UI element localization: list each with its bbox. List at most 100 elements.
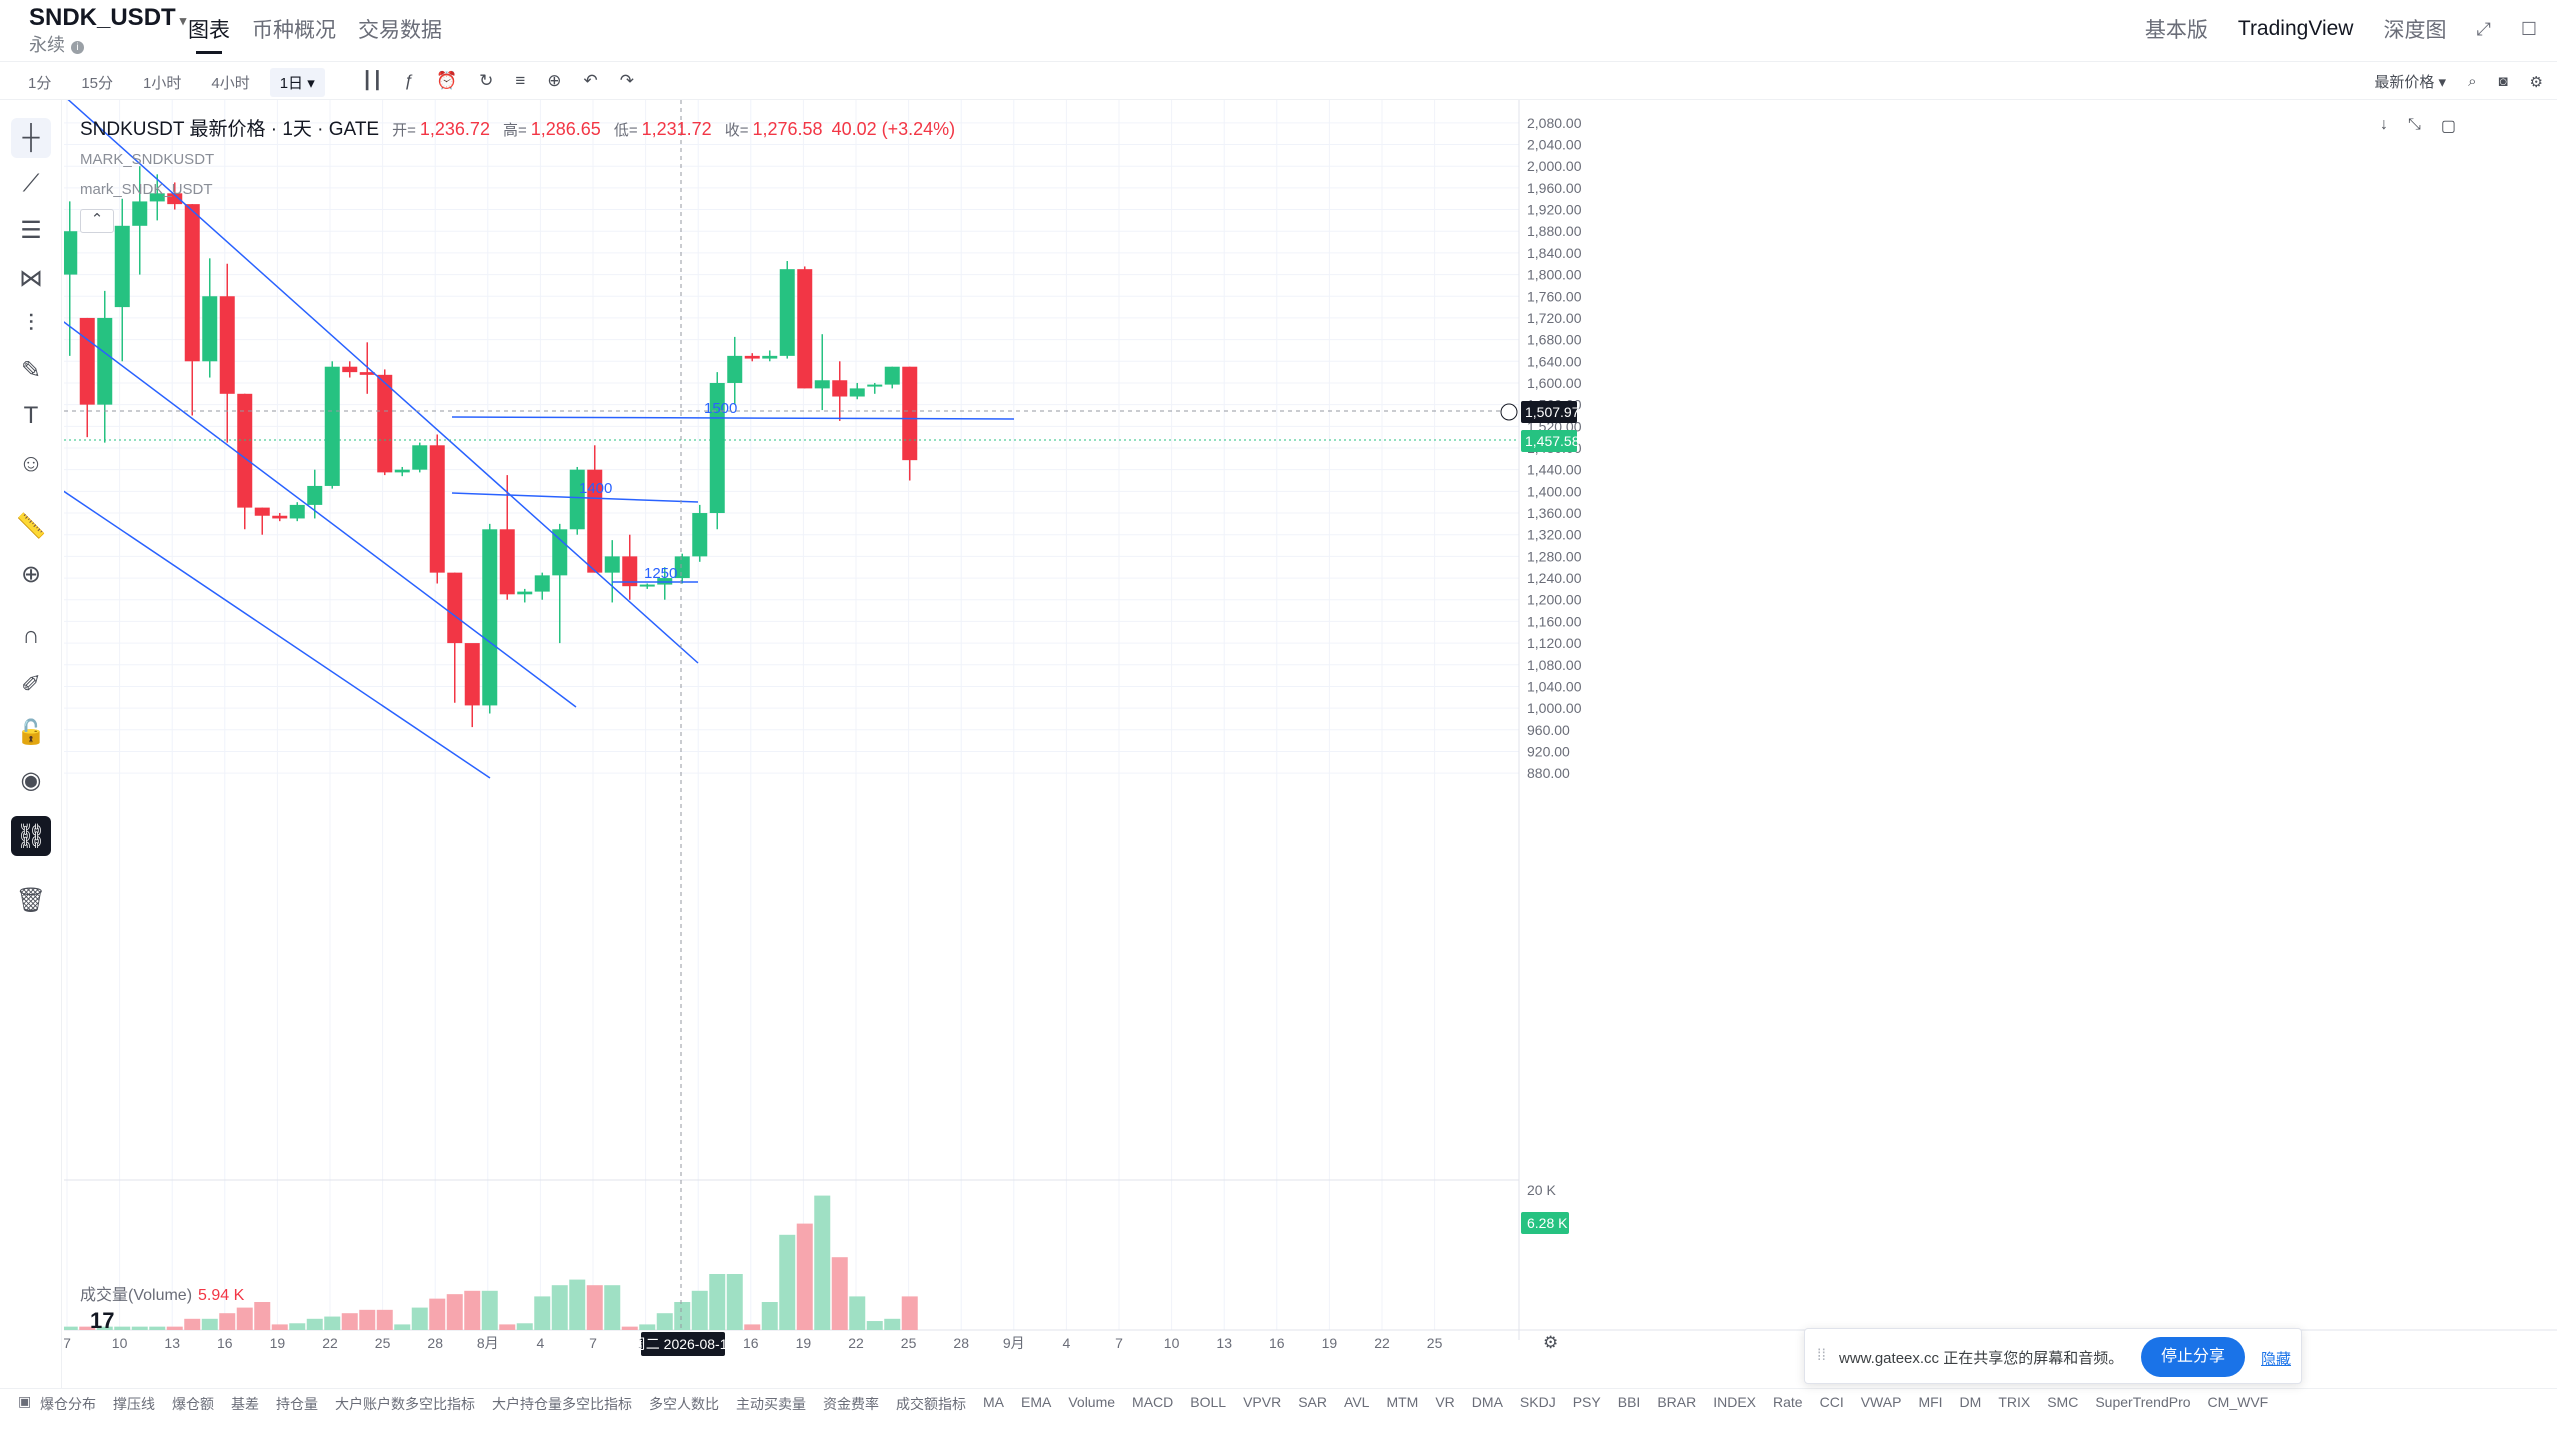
indicator-2[interactable]: 爆仓额 [172, 1396, 214, 1412]
lock-icon[interactable]: 🔓 [16, 718, 46, 746]
candle-body[interactable] [482, 529, 498, 706]
ruler-icon[interactable]: 📏 [16, 512, 46, 540]
mark-legend-1[interactable]: MARK_SNDKUSDT [80, 151, 215, 168]
candle-body[interactable] [64, 231, 78, 275]
indicator-3[interactable]: 基差 [231, 1396, 259, 1412]
candle-body[interactable] [587, 469, 603, 573]
search-icon[interactable]: ⌕ [2468, 73, 2477, 90]
indicator-13[interactable]: Volume [1068, 1394, 1116, 1410]
candle-body[interactable] [604, 556, 620, 573]
candle-body[interactable] [779, 269, 795, 356]
replay-icon[interactable]: ↻ [479, 71, 494, 90]
candle-body[interactable] [797, 269, 813, 389]
indicator-5[interactable]: 大户账户数多空比指标 [335, 1396, 475, 1412]
candle-body[interactable] [394, 469, 410, 473]
candle-body[interactable] [342, 366, 358, 373]
indicator-31[interactable]: DM [1959, 1394, 1982, 1410]
indicator-14[interactable]: MACD [1132, 1394, 1174, 1410]
candle-body[interactable] [254, 507, 270, 516]
gear-icon[interactable]: ⚙ [2529, 73, 2543, 91]
undo-icon[interactable]: ↶ [583, 71, 598, 90]
collapse-legend-button[interactable]: ⌃ [80, 209, 114, 233]
candle-body[interactable] [762, 355, 778, 359]
candle-body[interactable] [622, 556, 638, 587]
magnet-icon[interactable]: ∩ [22, 622, 40, 649]
candle-body[interactable] [534, 575, 550, 592]
zoom-icon[interactable]: ⊕ [20, 560, 42, 588]
candle-body[interactable] [499, 529, 515, 595]
depth-chart-button[interactable]: 深度图 [2383, 19, 2447, 42]
candle-body[interactable] [307, 485, 323, 505]
drag-handle-icon[interactable]: ⁞⁞ [1817, 1347, 1826, 1364]
candle-body[interactable] [184, 204, 200, 362]
indicator-12[interactable]: EMA [1021, 1394, 1052, 1410]
indicator-21[interactable]: DMA [1471, 1394, 1503, 1410]
add-alert-icon[interactable] [1500, 403, 1518, 421]
indicator-34[interactable]: SuperTrendPro [2095, 1394, 2191, 1410]
indicator-15[interactable]: BOLL [1190, 1394, 1227, 1410]
fib-icon[interactable]: ⫶ [28, 310, 34, 337]
trend-line-icon[interactable]: ⟋ [22, 170, 40, 197]
candle-body[interactable] [867, 384, 883, 387]
indicator-0[interactable]: 爆仓分布 [40, 1396, 96, 1412]
indicator-32[interactable]: TRIX [1998, 1394, 2031, 1410]
channel-line-upper[interactable] [64, 100, 699, 664]
gear-icon[interactable]: ⚙ [1543, 1333, 1558, 1353]
tab-chart[interactable]: 图表 [188, 14, 230, 54]
brush-icon[interactable]: ✎ [20, 356, 42, 384]
chevron-down-icon[interactable]: ▾ [179, 13, 187, 28]
interval-1h[interactable]: 1小时 [143, 75, 182, 92]
indicator-35[interactable]: CM_WVF [2207, 1394, 2269, 1410]
candle-body[interactable] [97, 317, 113, 405]
candle-body[interactable] [517, 591, 533, 595]
interval-1m[interactable]: 1分 [28, 75, 52, 92]
candle-body[interactable] [884, 366, 900, 385]
indicator-16[interactable]: VPVR [1243, 1394, 1282, 1410]
pattern-icon[interactable]: ⋈ [19, 264, 43, 292]
candle-body[interactable] [114, 225, 130, 308]
candle-body[interactable] [744, 355, 760, 359]
info-icon[interactable]: i [71, 41, 84, 54]
candle-body[interactable] [552, 529, 568, 576]
tab-trade-data[interactable]: 交易数据 [358, 19, 442, 42]
indicator-28[interactable]: CCI [1819, 1394, 1844, 1410]
emoji-icon[interactable]: ☺ [18, 450, 44, 477]
calendar-icon[interactable]: ▣ [18, 1393, 32, 1409]
stop-sharing-button[interactable]: 停止分享 [2141, 1337, 2245, 1377]
candle-body[interactable] [832, 380, 848, 397]
price-chart[interactable]: 880.00 920.00 960.00 1,000.00 1,040.00 1,080.… [64, 100, 2557, 1388]
candle-body[interactable] [167, 193, 183, 205]
redo-icon[interactable]: ↷ [619, 71, 635, 90]
symbol-selector[interactable]: SNDK_USDT ▾ [29, 4, 186, 32]
alert-icon[interactable]: ⏰ [435, 71, 458, 90]
indicator-8[interactable]: 主动买卖量 [736, 1396, 806, 1412]
crosshair-icon[interactable]: ┼ [11, 118, 51, 158]
camera-icon[interactable]: ◙ [2498, 73, 2508, 90]
trend-drawing-line[interactable] [451, 492, 699, 503]
tradingview-logo[interactable]: 17 [90, 1308, 115, 1333]
window-icon[interactable]: ☐ [2520, 18, 2537, 39]
indicator-19[interactable]: MTM [1386, 1394, 1419, 1410]
candle-body[interactable] [377, 374, 393, 473]
candle-body[interactable] [849, 388, 865, 397]
add-indicator-icon[interactable]: ⊕ [547, 71, 562, 90]
templates-icon[interactable]: ≡ [515, 71, 526, 90]
indicator-18[interactable]: AVL [1344, 1394, 1370, 1410]
hide-link[interactable]: 隐藏 [2261, 1351, 2292, 1368]
indicator-4[interactable]: 持仓量 [276, 1396, 318, 1412]
text-icon[interactable]: T [23, 402, 39, 429]
horizontal-drawing-line[interactable] [451, 416, 1015, 420]
link-icon[interactable]: ⛓ [11, 816, 51, 856]
channel-line-mid[interactable] [64, 307, 577, 708]
candle-body[interactable] [464, 643, 480, 706]
candle-body[interactable] [727, 355, 743, 383]
trash-icon[interactable]: 🗑 [15, 886, 47, 914]
candle-body[interactable] [202, 296, 218, 362]
candle-body[interactable] [149, 193, 165, 202]
candle-body[interactable] [902, 366, 918, 461]
lock-drawing-icon[interactable]: ✐ [20, 670, 42, 698]
candle-body[interactable] [709, 382, 725, 514]
indicator-24[interactable]: BBI [1617, 1394, 1641, 1410]
indicator-27[interactable]: Rate [1773, 1394, 1803, 1410]
indicator-10[interactable]: 成交额指标 [896, 1396, 966, 1412]
